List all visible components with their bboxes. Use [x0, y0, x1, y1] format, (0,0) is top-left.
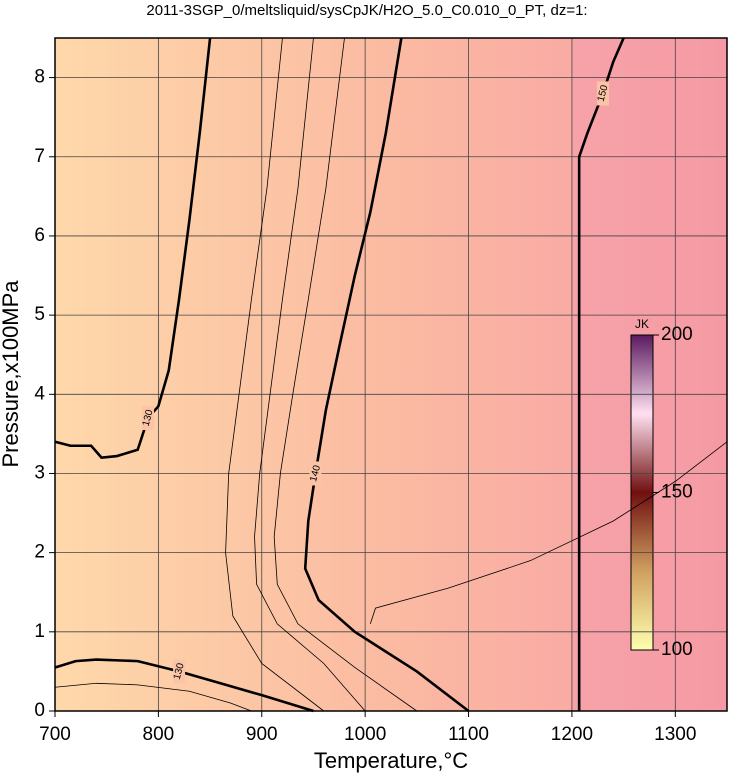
- x-axis-label: Temperature,°C: [314, 748, 468, 773]
- contour-label: 140: [308, 464, 323, 483]
- contour-line: [273, 37, 418, 712]
- x-tick-label: 1000: [344, 724, 386, 745]
- x-tick-label: 700: [39, 724, 71, 745]
- y-tick-label: 1: [34, 621, 45, 642]
- y-tick-label: 7: [34, 146, 45, 167]
- contour-line: [54, 682, 252, 712]
- y-tick-label: 8: [34, 67, 45, 88]
- x-tick-label: 900: [246, 724, 278, 745]
- contour-label-bg: [309, 461, 322, 486]
- colorbar-label: JK: [635, 317, 649, 331]
- y-tick-label: 4: [34, 383, 45, 404]
- y-tick-label: 5: [34, 304, 45, 325]
- contour-line: [225, 37, 325, 712]
- contour-label: 130: [172, 662, 187, 681]
- chart-title: 2011-3SGP_0/meltsliquid/sysCpJK/H2O_5.0_…: [146, 2, 587, 19]
- x-tick-label: 1100: [448, 724, 489, 745]
- colorbar: [630, 334, 654, 651]
- contour-line: [54, 658, 314, 713]
- contour-label: 150: [596, 84, 611, 103]
- y-tick-label: 0: [34, 700, 45, 721]
- plot-frame: [54, 37, 728, 712]
- x-tick-label: 800: [143, 724, 175, 745]
- contour-label-bg: [596, 81, 609, 106]
- contour-line: [577, 37, 625, 711]
- contour-label-bg: [173, 659, 186, 684]
- y-tick-label: 3: [34, 462, 45, 483]
- contour-label-bg: [142, 406, 155, 431]
- y-tick-label: 6: [34, 225, 45, 246]
- x-tick-label: 1200: [551, 724, 593, 745]
- colorbar-tick-label: 150: [661, 482, 693, 503]
- colorbar-tick-label: 100: [661, 639, 693, 660]
- contour-label: 130: [141, 408, 156, 427]
- plot-background: [55, 38, 727, 711]
- y-axis-label: Pressure,x100MPa: [0, 280, 23, 468]
- y-tick-label: 2: [34, 542, 45, 563]
- colorbar-tick-label: 200: [661, 324, 693, 345]
- x-tick-label: 1300: [654, 724, 696, 745]
- contour-line: [369, 441, 728, 625]
- contour-line: [254, 37, 366, 712]
